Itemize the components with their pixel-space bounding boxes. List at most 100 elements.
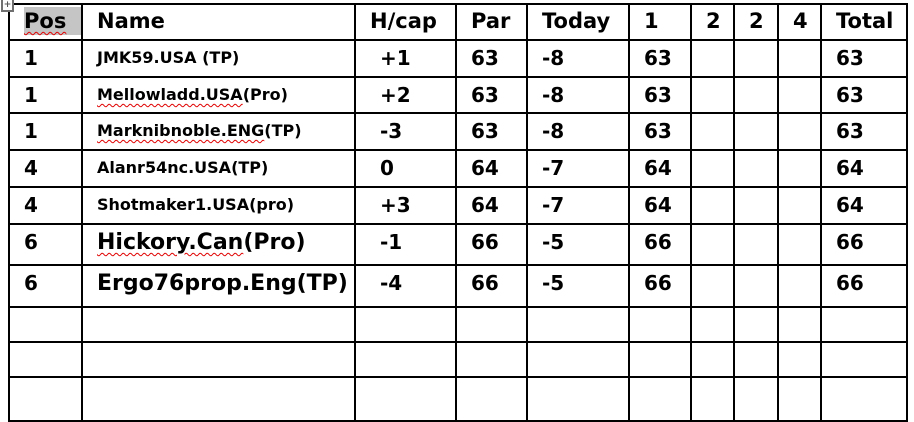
cell-round-4[interactable] [777,223,822,266]
cell-round-1[interactable]: 63 [628,39,692,78]
cell-par[interactable] [455,306,528,343]
cell-round-1[interactable] [628,376,692,422]
cell-name[interactable]: Alanr54nc.USA(TP) [81,149,356,188]
cell-round-4[interactable] [777,112,822,151]
cell-round-4[interactable] [777,186,822,225]
cell-round-3[interactable] [733,341,779,378]
cell-total[interactable] [820,306,908,343]
cell-hcap[interactable]: +1 [354,39,457,78]
header-hcap[interactable]: H/cap [354,3,457,41]
cell-total[interactable] [820,341,908,378]
header-round-1[interactable]: 1 [628,3,692,41]
cell-name[interactable]: Mellowladd.USA(Pro) [81,76,356,114]
cell-round-2[interactable] [690,39,735,78]
cell-round-4[interactable] [777,149,822,188]
cell-pos[interactable] [8,306,83,343]
cell-round-2[interactable] [690,376,735,422]
cell-round-4[interactable] [777,376,822,422]
cell-round-1[interactable]: 64 [628,149,692,188]
cell-name[interactable]: Ergo76prop.Eng(TP) [81,264,356,308]
cell-name[interactable] [81,376,356,422]
header-today[interactable]: Today [526,3,630,41]
header-pos[interactable]: Pos [8,3,83,41]
cell-today[interactable]: -8 [526,39,630,78]
cell-name[interactable]: JMK59.USA (TP) [81,39,356,78]
cell-pos[interactable]: 4 [8,149,83,188]
cell-hcap[interactable]: +3 [354,186,457,225]
cell-round-1[interactable]: 63 [628,76,692,114]
cell-round-3[interactable] [733,223,779,266]
cell-round-3[interactable] [733,39,779,78]
cell-name[interactable] [81,341,356,378]
cell-round-4[interactable] [777,264,822,308]
cell-name[interactable] [81,306,356,343]
cell-round-4[interactable] [777,306,822,343]
cell-round-1[interactable]: 66 [628,223,692,266]
header-par[interactable]: Par [455,3,528,41]
cell-hcap[interactable]: -1 [354,223,457,266]
cell-round-3[interactable] [733,264,779,308]
header-name[interactable]: Name [81,3,356,41]
cell-round-2[interactable] [690,223,735,266]
cell-hcap[interactable]: -3 [354,112,457,151]
cell-round-2[interactable] [690,112,735,151]
cell-hcap[interactable] [354,376,457,422]
cell-round-3[interactable] [733,306,779,343]
header-round-2[interactable]: 2 [690,3,735,41]
cell-round-3[interactable] [733,376,779,422]
cell-hcap[interactable]: +2 [354,76,457,114]
cell-pos[interactable]: 1 [8,112,83,151]
cell-round-2[interactable] [690,306,735,343]
cell-round-2[interactable] [690,264,735,308]
cell-round-1[interactable] [628,306,692,343]
cell-total[interactable]: 64 [820,186,908,225]
cell-today[interactable]: -7 [526,149,630,188]
cell-name[interactable]: Marknibnoble.ENG(TP) [81,112,356,151]
cell-par[interactable]: 63 [455,39,528,78]
cell-total[interactable]: 63 [820,112,908,151]
cell-round-1[interactable]: 63 [628,112,692,151]
cell-today[interactable]: -7 [526,186,630,225]
cell-round-1[interactable] [628,341,692,378]
cell-par[interactable]: 66 [455,264,528,308]
cell-round-4[interactable] [777,39,822,78]
cell-today[interactable] [526,341,630,378]
cell-today[interactable]: -5 [526,223,630,266]
cell-today[interactable] [526,306,630,343]
cell-total[interactable]: 66 [820,264,908,308]
header-round-3[interactable]: 2 [733,3,779,41]
cell-total[interactable]: 63 [820,76,908,114]
cell-round-3[interactable] [733,186,779,225]
cell-hcap[interactable] [354,341,457,378]
cell-par[interactable]: 66 [455,223,528,266]
cell-round-3[interactable] [733,112,779,151]
cell-total[interactable]: 66 [820,223,908,266]
header-total[interactable]: Total [820,3,908,41]
cell-today[interactable]: -8 [526,112,630,151]
cell-round-2[interactable] [690,341,735,378]
cell-total[interactable]: 64 [820,149,908,188]
cell-today[interactable]: -8 [526,76,630,114]
cell-pos[interactable]: 1 [8,76,83,114]
cell-par[interactable] [455,376,528,422]
cell-round-2[interactable] [690,149,735,188]
cell-round-1[interactable]: 66 [628,264,692,308]
cell-hcap[interactable]: -4 [354,264,457,308]
cell-pos[interactable]: 4 [8,186,83,225]
cell-pos[interactable]: 6 [8,223,83,266]
cell-total[interactable]: 63 [820,39,908,78]
cell-par[interactable] [455,341,528,378]
cell-round-2[interactable] [690,186,735,225]
cell-pos[interactable]: 1 [8,39,83,78]
cell-par[interactable]: 64 [455,186,528,225]
cell-round-3[interactable] [733,76,779,114]
cell-hcap[interactable] [354,306,457,343]
cell-round-4[interactable] [777,76,822,114]
cell-name[interactable]: Hickory.Can(Pro) [81,223,356,266]
cell-round-3[interactable] [733,149,779,188]
cell-total[interactable] [820,376,908,422]
cell-par[interactable]: 63 [455,76,528,114]
cell-par[interactable]: 64 [455,149,528,188]
cell-name[interactable]: Shotmaker1.USA(pro) [81,186,356,225]
cell-round-4[interactable] [777,341,822,378]
